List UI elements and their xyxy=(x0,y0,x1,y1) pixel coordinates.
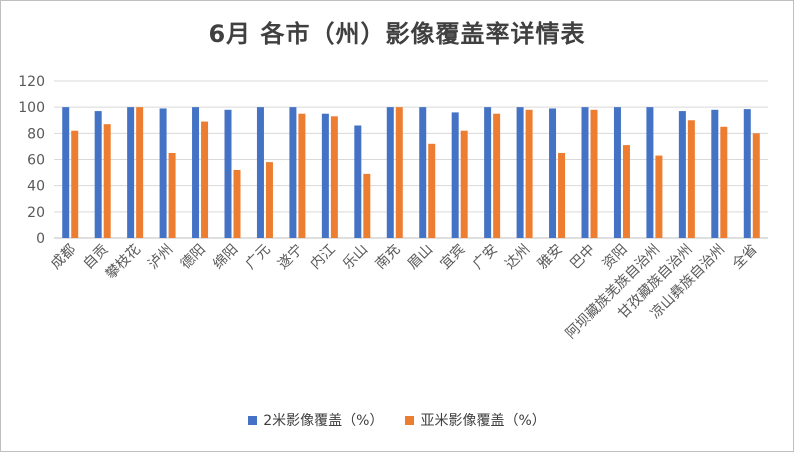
x-tick-label-7: 遂宁 xyxy=(274,241,306,273)
bar-2m-21 xyxy=(743,109,751,238)
bar-2m-15 xyxy=(549,108,557,238)
bar-2m-6 xyxy=(256,107,264,239)
legend-swatch-2m xyxy=(248,415,258,425)
bar-2m-8 xyxy=(321,113,329,238)
x-tick-label-12: 宜宾 xyxy=(437,242,468,273)
chart-title: 6月 各市（州）影像覆盖率详情表 xyxy=(208,20,586,48)
legend-swatch-submeter xyxy=(405,415,415,425)
bar-2m-7 xyxy=(289,107,297,239)
x-tick-label-3: 泸州 xyxy=(145,242,176,273)
x-tick-label-14: 达州 xyxy=(502,242,533,273)
y-tick-label-100: 100 xyxy=(18,100,45,116)
bar-submeter-13 xyxy=(493,113,501,238)
bar-2m-11 xyxy=(419,107,427,239)
bar-submeter-18 xyxy=(655,155,663,238)
bar-submeter-17 xyxy=(622,145,630,238)
x-tick-label-16: 巴中 xyxy=(567,242,598,273)
x-tick-label-13: 广安 xyxy=(470,242,501,273)
bar-submeter-16 xyxy=(590,109,598,239)
bar-2m-13 xyxy=(484,107,492,239)
bar-2m-20 xyxy=(711,109,719,239)
x-tick-label-2: 攀枝花 xyxy=(103,242,144,283)
bar-2m-1 xyxy=(94,111,102,238)
y-tick-label-40: 40 xyxy=(27,179,45,195)
x-tick-label-11: 眉山 xyxy=(405,242,436,273)
x-tick-label-8: 内江 xyxy=(308,242,339,273)
bar-submeter-21 xyxy=(752,133,760,238)
bar-2m-5 xyxy=(224,109,232,239)
bar-submeter-3 xyxy=(168,152,176,238)
bar-submeter-9 xyxy=(363,173,371,238)
y-tick-label-80: 80 xyxy=(27,126,45,142)
y-tick-label-0: 0 xyxy=(36,231,45,247)
bar-2m-0 xyxy=(62,107,70,239)
bar-2m-18 xyxy=(646,107,654,239)
x-tick-label-9: 乐山 xyxy=(340,242,371,273)
x-tick-label-15: 雅安 xyxy=(535,242,566,273)
bar-2m-16 xyxy=(581,107,589,239)
bar-submeter-8 xyxy=(330,116,338,238)
bar-submeter-4 xyxy=(201,121,209,238)
bar-submeter-12 xyxy=(460,130,468,238)
legend-label-submeter: 亚米影像覆盖（%） xyxy=(420,413,546,429)
bar-submeter-15 xyxy=(558,152,566,238)
bar-2m-14 xyxy=(516,107,524,239)
x-tick-label-6: 广元 xyxy=(243,242,274,273)
chart-legend: 2米影像覆盖（%） 亚米影像覆盖（%） xyxy=(0,410,794,430)
bar-2m-12 xyxy=(451,112,459,238)
bar-submeter-19 xyxy=(687,120,695,238)
legend-item-2m: 2米影像覆盖（%） xyxy=(248,410,383,430)
legend-item-submeter: 亚米影像覆盖（%） xyxy=(405,410,546,430)
bar-submeter-14 xyxy=(525,109,533,239)
bar-submeter-10 xyxy=(395,107,403,239)
bar-submeter-2 xyxy=(136,107,144,239)
bar-2m-17 xyxy=(613,107,621,239)
x-tick-label-10: 南充 xyxy=(372,242,403,273)
bar-2m-3 xyxy=(159,108,167,238)
x-tick-label-4: 德阳 xyxy=(178,242,209,273)
bar-submeter-11 xyxy=(428,143,436,238)
bar-submeter-7 xyxy=(298,113,306,238)
bar-submeter-6 xyxy=(265,162,273,238)
y-tick-label-20: 20 xyxy=(27,205,45,221)
bar-submeter-5 xyxy=(233,169,241,238)
x-tick-label-21: 全省 xyxy=(729,241,761,273)
bar-2m-4 xyxy=(192,107,200,239)
bar-submeter-0 xyxy=(71,130,79,238)
x-tick-label-5: 绵阳 xyxy=(210,241,242,273)
y-tick-label-120: 120 xyxy=(18,74,45,90)
bar-2m-19 xyxy=(678,111,686,238)
bar-submeter-20 xyxy=(720,126,728,238)
x-tick-label-0: 成都 xyxy=(48,242,79,273)
bar-2m-10 xyxy=(386,107,394,239)
bar-2m-9 xyxy=(354,125,362,238)
y-tick-label-60: 60 xyxy=(27,153,45,169)
bar-submeter-1 xyxy=(103,124,111,238)
legend-label-2m: 2米影像覆盖（%） xyxy=(263,413,384,429)
bar-2m-2 xyxy=(127,107,135,239)
